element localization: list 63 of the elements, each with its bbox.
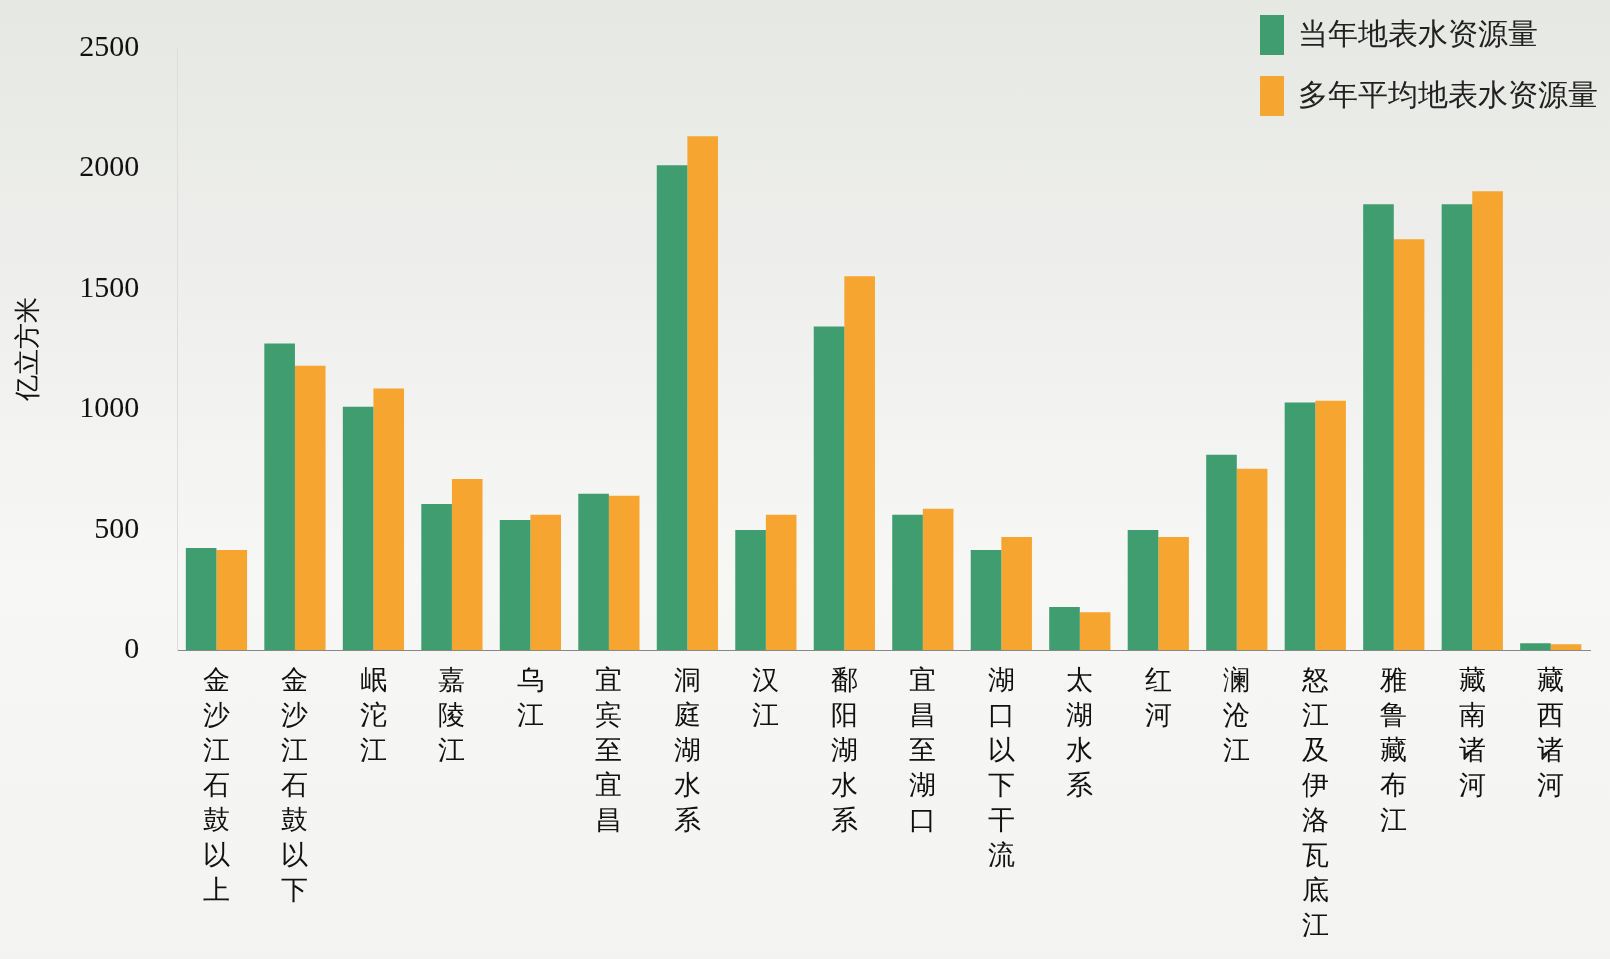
x-tick-label: 藏西诸河 xyxy=(1537,663,1565,801)
bar xyxy=(373,388,405,651)
bar xyxy=(765,514,797,651)
bar xyxy=(1079,612,1111,651)
bar xyxy=(735,530,766,651)
y-tick-label: 2500 xyxy=(79,28,140,62)
bar xyxy=(1206,454,1237,651)
bar xyxy=(970,549,1002,651)
bar xyxy=(1236,468,1268,651)
x-tick-label: 金沙江石鼓以上 xyxy=(202,663,230,906)
bar xyxy=(530,514,562,651)
x-tick-label: 宜宾至宜昌 xyxy=(595,663,623,836)
y-tick-label: 500 xyxy=(94,510,140,544)
x-tick-label: 澜沧江 xyxy=(1223,663,1251,765)
bar xyxy=(1127,530,1159,651)
bar xyxy=(1001,536,1032,651)
bar xyxy=(608,495,640,651)
bar xyxy=(1520,643,1551,651)
bar xyxy=(1315,400,1346,651)
bar xyxy=(1363,204,1394,651)
bar xyxy=(185,548,217,651)
x-tick-label: 红河 xyxy=(1144,663,1172,730)
bar xyxy=(687,136,718,651)
bar xyxy=(1158,536,1189,651)
bar xyxy=(1441,204,1473,651)
x-tick-label: 太湖水系 xyxy=(1066,663,1094,801)
legend-label: 当年地表水资源量 xyxy=(1298,15,1538,53)
x-tick-label: 雅鲁藏布江 xyxy=(1380,663,1408,836)
bar xyxy=(342,406,374,651)
bar xyxy=(216,549,248,651)
y-tick-label: 1000 xyxy=(79,390,140,424)
x-tick-label: 乌江 xyxy=(516,663,544,730)
bar xyxy=(892,514,923,651)
bar xyxy=(1393,239,1425,651)
bar xyxy=(656,165,688,651)
x-tick-label: 嘉陵江 xyxy=(438,663,466,765)
x-tick-label: 藏南诸河 xyxy=(1458,663,1486,801)
bar xyxy=(813,326,845,651)
bar xyxy=(578,493,609,651)
y-tick-label: 1500 xyxy=(79,269,140,303)
bar xyxy=(294,365,326,651)
bar xyxy=(1550,644,1582,651)
y-tick-label: 2000 xyxy=(79,149,140,183)
x-tick-label: 洞庭湖水系 xyxy=(673,663,701,836)
x-tick-label: 湖口以下干流 xyxy=(987,663,1015,871)
legend-label: 多年平均地表水资源量 xyxy=(1298,76,1598,114)
x-tick-label: 岷沱江 xyxy=(359,663,387,765)
x-tick-label: 汉江 xyxy=(752,663,780,730)
x-tick-label: 金沙江石鼓以下 xyxy=(281,663,309,906)
bar xyxy=(499,519,531,651)
x-tick-label: 宜昌至湖口 xyxy=(909,663,937,836)
bar xyxy=(1284,402,1316,651)
bar xyxy=(264,343,295,651)
y-axis-title: 亿立方米 xyxy=(12,297,43,403)
bar xyxy=(844,276,875,651)
bar xyxy=(421,503,452,651)
x-tick-label: 鄱阳湖水系 xyxy=(830,663,858,836)
bar xyxy=(922,508,954,651)
y-tick-label: 0 xyxy=(124,631,140,665)
bar xyxy=(1472,191,1503,651)
bar xyxy=(1049,607,1080,651)
x-tick-label: 怒江及伊洛瓦底江 xyxy=(1300,663,1329,941)
bar xyxy=(451,478,483,651)
